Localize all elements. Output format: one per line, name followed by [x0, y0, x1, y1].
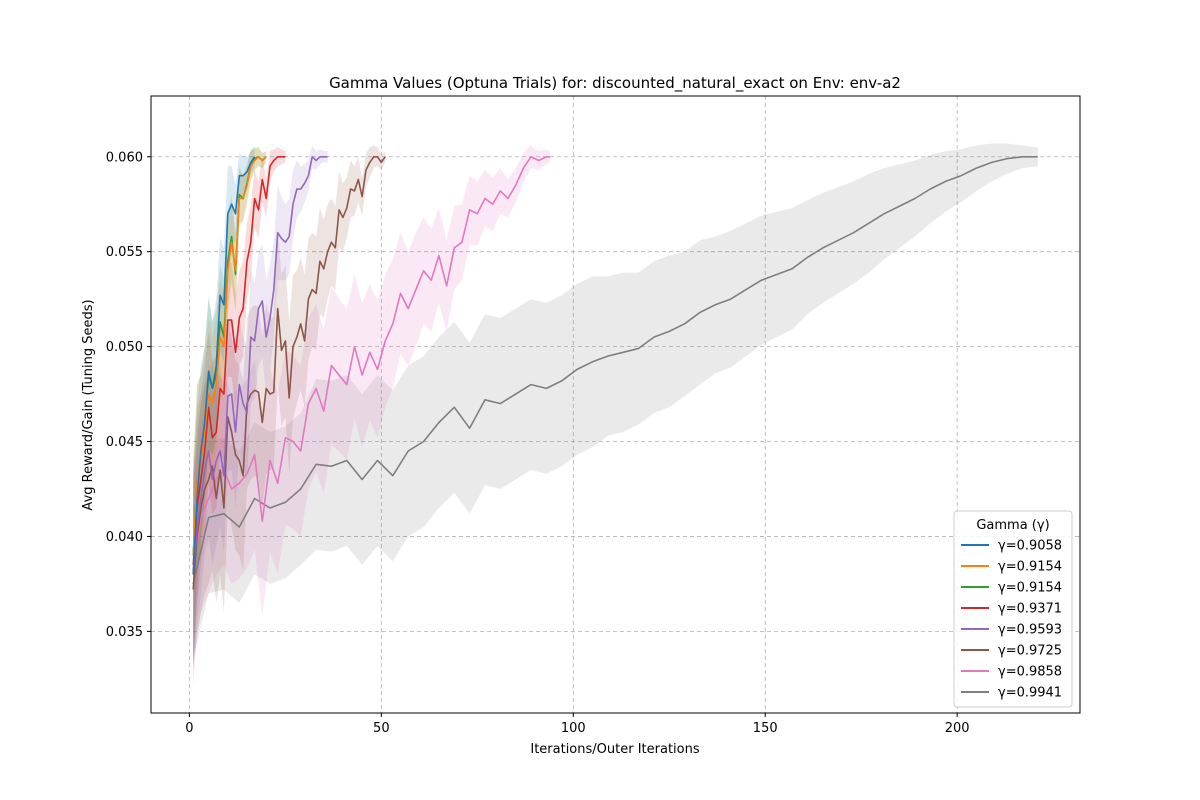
legend-label: γ=0.9725 — [998, 644, 1062, 659]
x-axis-label: Iterations/Outer Iterations — [530, 742, 699, 757]
y-tick-label: 0.040 — [106, 530, 143, 545]
confidence-band — [193, 145, 551, 666]
y-tick-label: 0.045 — [106, 435, 143, 450]
series-line — [192, 156, 551, 571]
confidence-band — [193, 145, 328, 670]
confidence-band — [193, 143, 1038, 660]
legend-label: γ=0.9371 — [998, 602, 1062, 617]
series-line — [192, 156, 1038, 585]
y-tick-label: 0.050 — [106, 340, 143, 355]
y-tick-label: 0.035 — [106, 625, 143, 640]
y-axis-label: Avg Reward/Gain (Tuning Seeds) — [81, 299, 96, 510]
confidence-bands — [193, 143, 1038, 685]
x-tick-label: 150 — [753, 721, 778, 736]
legend-label: γ=0.9154 — [998, 560, 1062, 575]
legend: Gamma (γ) γ=0.9058 γ=0.9154 γ=0.9154 γ=0.937… — [953, 510, 1073, 708]
x-tick-label: 200 — [945, 721, 970, 736]
confidence-band — [193, 145, 386, 685]
legend-title: Gamma (γ) — [976, 518, 1049, 533]
series-lines — [192, 156, 1038, 590]
x-tick-label: 0 — [185, 721, 193, 736]
legend-label: γ=0.9593 — [998, 623, 1062, 638]
x-tick-label: 50 — [373, 721, 390, 736]
series-line — [192, 156, 286, 565]
y-axis: 0.035 0.040 0.045 0.050 0.055 0.060 — [106, 150, 151, 640]
legend-label: γ=0.9058 — [998, 539, 1062, 554]
series-line — [192, 156, 328, 575]
plot-frame — [150, 95, 1081, 714]
y-tick-label: 0.060 — [106, 150, 143, 165]
legend-label: γ=0.9154 — [998, 581, 1062, 596]
legend-label: γ=0.9941 — [998, 686, 1062, 701]
x-tick-label: 100 — [561, 721, 586, 736]
series-line — [192, 156, 267, 556]
legend-label: γ=0.9858 — [998, 665, 1062, 680]
series-line — [192, 156, 386, 590]
y-tick-label: 0.055 — [106, 245, 143, 260]
legend-box — [953, 510, 1073, 708]
x-axis: 0 50 100 150 200 — [185, 713, 970, 736]
chart-title: Gamma Values (Optuna Trials) for: discou… — [329, 74, 901, 93]
series-line — [192, 156, 256, 575]
